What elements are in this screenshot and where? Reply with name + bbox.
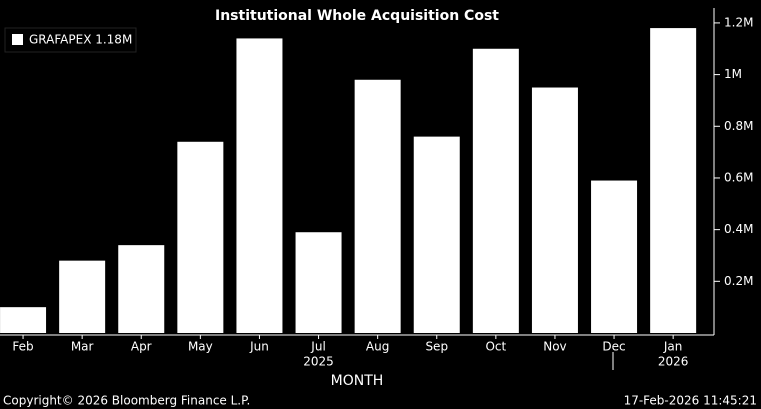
x-year-label: 2025	[303, 355, 334, 369]
chart-title: Institutional Whole Acquisition Cost	[215, 8, 499, 24]
y-tick-label: 0.6M	[724, 170, 753, 184]
x-tick-label: Dec	[602, 340, 625, 354]
bar	[472, 48, 519, 333]
legend-label: GRAFAPEX 1.18M	[29, 33, 132, 47]
x-year-label: 2026	[658, 355, 689, 369]
bar	[177, 141, 224, 333]
x-tick-label: May	[188, 340, 213, 354]
timestamp: 17-Feb-2026 11:45:21	[624, 394, 757, 408]
x-axis-label: MONTH	[331, 373, 384, 389]
legend-box	[4, 27, 137, 53]
y-tick-label: 0.2M	[724, 274, 753, 288]
y-tick-label: 0.4M	[724, 222, 753, 236]
y-tick-label: 1M	[724, 67, 742, 81]
y-tick-label: 1.2M	[724, 15, 753, 29]
bar	[295, 232, 342, 333]
x-tick-label: Feb	[12, 340, 33, 354]
x-tick-label: Jul	[310, 340, 325, 354]
bar	[591, 180, 638, 333]
x-tick-label: Mar	[71, 340, 94, 354]
legend-swatch	[12, 34, 23, 45]
x-tick-label: Apr	[131, 340, 152, 354]
x-tick-label: Nov	[543, 340, 566, 354]
x-tick-label: Sep	[425, 340, 448, 354]
x-tick-label: Oct	[485, 340, 506, 354]
bar	[236, 38, 283, 333]
x-tick-label: Jan	[663, 340, 683, 354]
y-tick-label: 0.8M	[724, 119, 753, 133]
bar	[354, 79, 401, 333]
bar	[59, 260, 106, 333]
bar	[118, 245, 165, 333]
x-tick-label: Aug	[366, 340, 389, 354]
bar	[531, 87, 578, 334]
bar	[0, 307, 47, 333]
bar	[650, 28, 697, 333]
x-tick-label: Jun	[249, 340, 269, 354]
copyright: Copyright© 2026 Bloomberg Finance L.P.	[3, 394, 250, 408]
bar	[413, 136, 460, 333]
